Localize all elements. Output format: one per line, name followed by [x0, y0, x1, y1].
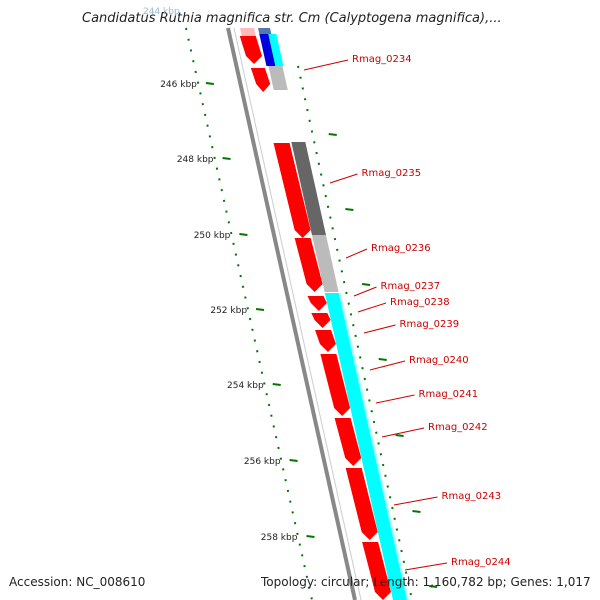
- gene-label-8: Rmag_0242: [428, 422, 488, 433]
- gene-leader-4: [357, 302, 387, 313]
- scale-label-6: 258 kbp: [261, 533, 298, 543]
- gene-top-red-1: [239, 36, 262, 64]
- gene-small-6: [362, 542, 391, 600]
- topology-text: Topology: circular; Length: 1,160,782 bp…: [260, 575, 591, 589]
- gene-0235: [273, 143, 311, 238]
- gc-dark-segment: [291, 142, 326, 235]
- track-group: [239, 28, 409, 600]
- gene-leader-0: [303, 59, 349, 71]
- scale-label-244-partial: 244 kbp: [143, 7, 180, 17]
- gene-leader-2: [345, 248, 368, 259]
- gene-label-9: Rmag_0243: [442, 491, 502, 502]
- gene-leader-3: [353, 286, 377, 297]
- scale-label-1: 248 kbp: [177, 155, 214, 165]
- gene-leader-7: [375, 394, 415, 404]
- scale-label-0: 246 kbp: [160, 80, 197, 90]
- gene-label-2: Rmag_0236: [371, 243, 431, 254]
- gene-label-0: Rmag_0234: [352, 54, 412, 65]
- cyan-strip: [324, 293, 407, 600]
- gene-leader-10: [404, 562, 448, 571]
- gene-leader-8: [381, 427, 425, 438]
- scale-label-5: 256 kbp: [244, 457, 281, 467]
- scale-label-3: 252 kbp: [210, 306, 247, 316]
- scale-group: 246 kbp 248 kbp 250 kbp 252 kbp 254 kbp 256 k…: [160, 80, 438, 588]
- gene-leader-1: [329, 173, 358, 184]
- inner-tick-2: [361, 283, 371, 286]
- inner-tick-4: [395, 434, 404, 437]
- gene-label-1: Rmag_0235: [362, 168, 422, 179]
- gene-top-red-2: [250, 68, 271, 92]
- map-title: Candidatus Ruthia magnifica str. Cm (Cal…: [82, 11, 502, 26]
- gene-leader-9: [393, 496, 438, 506]
- gene-label-6: Rmag_0240: [409, 355, 469, 366]
- gene-leader-5: [363, 324, 396, 334]
- inner-scale-dots: [297, 65, 413, 600]
- gene-small-1: [311, 313, 331, 328]
- gene-label-4: Rmag_0238: [390, 297, 450, 308]
- inner-tick-1: [345, 208, 354, 211]
- cyan-top-segment: [268, 34, 284, 66]
- gene-small-0: [307, 296, 327, 311]
- scale-label-2: 250 kbp: [194, 231, 231, 241]
- gene-small-4: [334, 418, 362, 466]
- gc-light-top: [268, 66, 288, 90]
- scale-label-4: 254 kbp: [227, 381, 264, 391]
- scale-tick-1: [222, 157, 231, 160]
- backbone-line: [226, 27, 357, 600]
- gene-label-7: Rmag_0241: [419, 389, 479, 400]
- accession-text: Accession: NC_008610: [9, 575, 145, 589]
- backbone-edge-line: [233, 27, 362, 600]
- scale-tick-4: [272, 383, 281, 386]
- scale-tick-3: [255, 308, 265, 311]
- inner-tick-3: [378, 358, 387, 361]
- blue-segment: [259, 34, 276, 66]
- gene-label-5: Rmag_0239: [400, 319, 460, 330]
- inner-tick-6: [428, 585, 438, 588]
- scale-tick-2: [239, 233, 248, 236]
- gene-label-10: Rmag_0244: [451, 557, 511, 568]
- scale-tick-0: [205, 82, 215, 85]
- scale-tick-6: [306, 535, 315, 538]
- gene-top-light: [240, 28, 257, 38]
- gc-light-segment: [311, 235, 339, 292]
- gene-leader-6: [369, 360, 406, 371]
- inner-tick-5: [412, 510, 421, 513]
- gene-small-5: [345, 468, 378, 540]
- cyan-strip-edge: [338, 293, 409, 600]
- inner-tick-0: [328, 133, 337, 136]
- gene-small-3: [320, 354, 351, 416]
- gene-label-3: Rmag_0237: [381, 281, 441, 292]
- scale-tick-5: [289, 459, 298, 462]
- gene-small-2: [315, 330, 336, 352]
- gene-label-group: Rmag_0234 Rmag_0235 Rmag_0236 Rmag_0237 Rmag…: [303, 54, 511, 571]
- gene-0236: [294, 238, 323, 292]
